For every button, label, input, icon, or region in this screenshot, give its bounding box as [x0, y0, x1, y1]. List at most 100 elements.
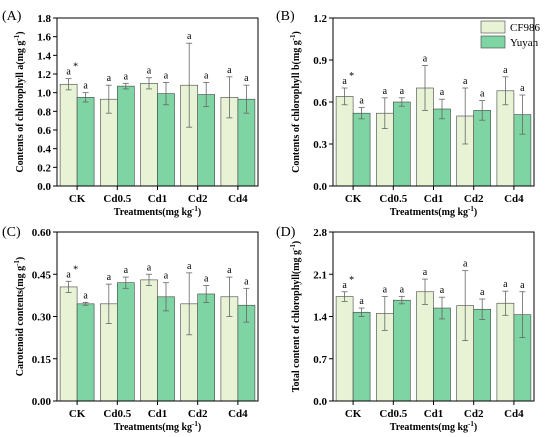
significance-label: a: [383, 285, 388, 296]
panel-label: (D): [276, 225, 296, 240]
significance-label: a: [83, 290, 88, 301]
significance-label: a: [383, 86, 388, 97]
bar: [197, 293, 215, 402]
significance-label: a: [503, 65, 508, 76]
y-tick-label: 0.6: [313, 97, 327, 109]
y-tick-label: 2.8: [313, 227, 327, 239]
y-tick-label: 0.9: [313, 55, 327, 67]
legend-swatch: [480, 20, 506, 34]
significance-label: a: [164, 70, 169, 81]
significance-label: a: [164, 271, 169, 282]
bar: [140, 279, 158, 402]
x-tick-label: CK: [345, 408, 362, 420]
legend-label: Yuyan: [510, 37, 539, 49]
significance-label: a: [187, 261, 192, 272]
significance-label: a: [107, 73, 112, 84]
x-axis-title: Treatments(mg kg-1): [114, 420, 201, 433]
significance-star: *: [349, 71, 354, 82]
y-tick-label: 0.15: [32, 354, 52, 366]
x-tick-label: Cd0.5: [379, 193, 407, 205]
bar: [117, 282, 135, 402]
significance-label: a: [342, 76, 347, 87]
y-tick-label: 0.8: [37, 106, 51, 118]
significance-label: a: [342, 280, 347, 291]
x-tick-label: Cd2: [464, 193, 484, 205]
x-tick-label: Cd0.5: [103, 408, 131, 420]
y-tick-label: 0.3: [313, 139, 327, 151]
significance-label: a: [520, 280, 525, 291]
panel-label: (B): [276, 9, 295, 24]
x-tick-label: Cd0.5: [379, 408, 407, 420]
x-tick-label: Cd2: [188, 408, 208, 420]
bar: [335, 296, 354, 402]
significance-label: a: [480, 89, 485, 100]
significance-label: a: [66, 67, 71, 78]
significance-label: a: [227, 65, 232, 76]
significance-label: a: [124, 265, 129, 276]
x-axis-title: Treatments(mg kg-1): [390, 420, 477, 433]
x-tick-label: Cd4: [504, 408, 524, 420]
significance-label: a: [204, 70, 209, 81]
x-tick-label: Cd2: [464, 408, 484, 420]
y-tick-label: 0.4: [37, 144, 51, 156]
bar: [157, 296, 175, 402]
y-tick-label: 0.60: [32, 227, 52, 239]
y-tick-label: 1.6: [37, 32, 51, 44]
significance-label: a: [244, 276, 249, 287]
bar: [433, 108, 451, 187]
bar: [197, 94, 215, 187]
significance-label: a: [400, 285, 405, 296]
x-tick-label: Cd4: [504, 193, 524, 205]
significance-star: *: [73, 264, 78, 275]
y-tick-label: 1.0: [37, 88, 51, 100]
y-axis-title: Total content of chlorophyll(mg g-1): [289, 241, 302, 392]
significance-label: a: [244, 73, 249, 84]
bar: [392, 299, 411, 402]
x-tick-label: Cd0.5: [103, 193, 131, 205]
significance-label: a: [83, 81, 88, 92]
significance-label: a: [400, 86, 405, 97]
y-tick-label: 0.00: [32, 396, 52, 408]
significance-label: a: [480, 287, 485, 298]
significance-label: a: [463, 76, 468, 87]
x-axis-title: Treatments(mg kg-1): [390, 205, 477, 218]
x-tick-label: Cd1: [424, 408, 444, 420]
x-tick-label: CK: [69, 193, 86, 205]
bar: [76, 97, 95, 187]
bar: [76, 303, 95, 402]
y-tick-label: 1.4: [313, 312, 327, 324]
bar: [473, 110, 492, 187]
panel-label: (A): [2, 9, 22, 24]
x-tick-label: Cd2: [188, 193, 208, 205]
significance-label: a: [204, 274, 209, 285]
significance-label: a: [66, 269, 71, 280]
significance-label: a: [440, 285, 445, 296]
y-tick-label: 0.45: [32, 269, 52, 281]
bar: [59, 83, 78, 187]
significance-label: a: [423, 267, 428, 278]
x-tick-label: Cd1: [148, 408, 168, 420]
y-axis-title: Carotenoid contents(mg g-1): [13, 257, 26, 377]
x-tick-label: Cd4: [228, 408, 248, 420]
y-axis-title: Contents of chlorophyll a(mg g-1): [13, 31, 26, 172]
y-tick-label: 0.30: [32, 312, 52, 324]
significance-label: a: [503, 279, 508, 290]
significance-label: a: [520, 83, 525, 94]
y-tick-label: 0.0: [37, 181, 51, 193]
legend: CF986 Yuyan: [480, 20, 540, 49]
significance-label: a: [359, 96, 364, 107]
legend-swatch: [480, 35, 506, 49]
y-tick-label: 0.7: [313, 354, 327, 366]
x-tick-label: Cd1: [148, 193, 168, 205]
bar: [473, 308, 492, 402]
panel-label: (C): [2, 225, 21, 240]
significance-label: a: [463, 259, 468, 270]
y-tick-label: 1.4: [37, 50, 51, 62]
significance-label: a: [124, 71, 129, 82]
significance-label: a: [359, 296, 364, 307]
y-tick-label: 0.0: [313, 396, 327, 408]
y-tick-label: 1.8: [37, 13, 51, 25]
x-tick-label: Cd4: [228, 193, 248, 205]
